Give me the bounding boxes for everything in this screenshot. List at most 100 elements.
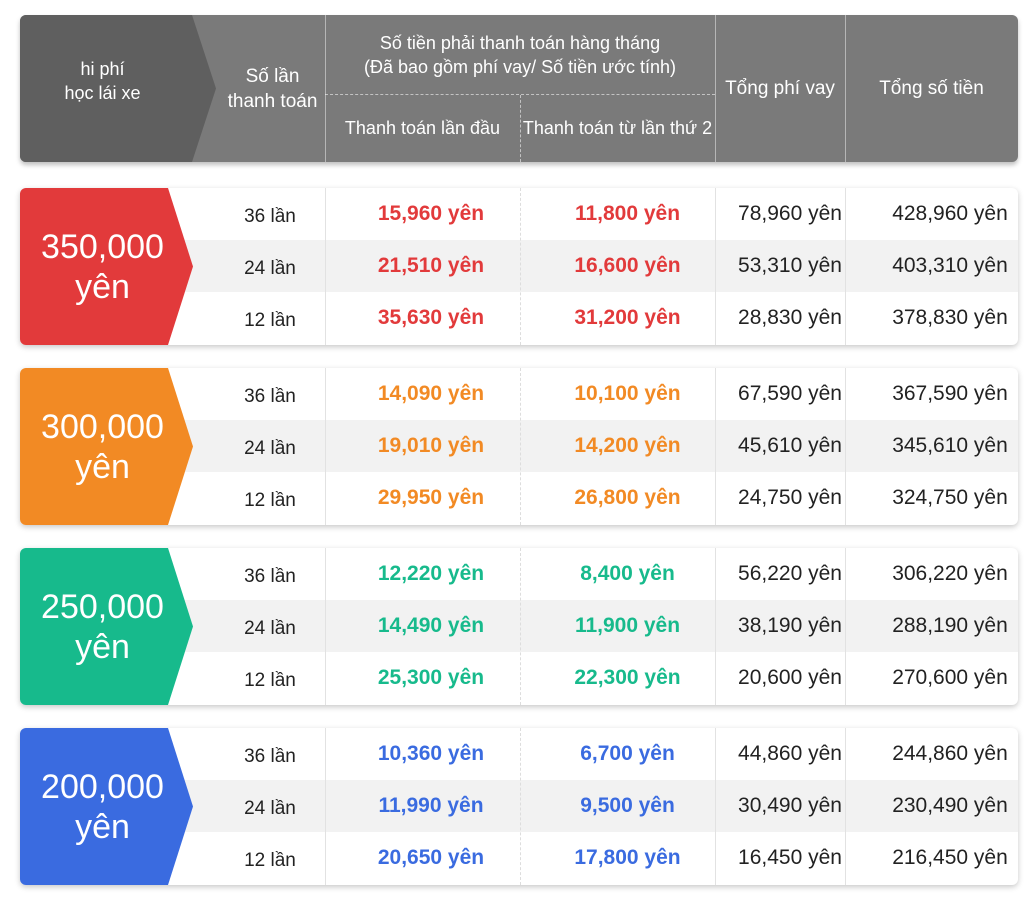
second-payment: 26,800 yên xyxy=(574,486,681,509)
first-payment: 29,950 yên xyxy=(377,486,485,509)
column-divider xyxy=(845,728,846,885)
second-payment: 6,700 yên xyxy=(580,742,675,765)
header-total-label: Tổng số tiền xyxy=(879,78,984,99)
column-divider xyxy=(845,548,846,705)
fee-label-block: 250,000 yên xyxy=(20,548,220,705)
header-times-label: Số lần thanh toán xyxy=(227,65,318,112)
column-divider xyxy=(715,728,716,885)
payment-times: 12 lần xyxy=(244,850,296,871)
fee-amount-label: 250,000 yên xyxy=(41,587,164,666)
second-payment: 11,900 yên xyxy=(574,614,681,637)
first-payment: 15,960 yên xyxy=(377,202,485,225)
column-divider xyxy=(845,188,846,345)
loan-fee: 56,220 yên xyxy=(738,562,842,585)
column-divider xyxy=(715,368,716,525)
header-divider xyxy=(325,15,326,162)
column-divider xyxy=(325,548,326,705)
fee-group: 36 lần 12,220 yên 8,400 yên 56,220 yên 306,2… xyxy=(20,548,1018,705)
arrow-shape xyxy=(20,188,193,345)
column-divider xyxy=(520,548,521,705)
header-dashed-divider xyxy=(325,94,715,95)
table-row: 12 lần 20,650 yên 17,800 yên 16,450 yên 216,… xyxy=(20,832,1018,884)
payment-times: 24 lần xyxy=(244,618,296,639)
column-divider xyxy=(715,188,716,345)
payment-times: 36 lần xyxy=(244,386,296,407)
column-divider xyxy=(715,548,716,705)
fee-amount-label: 350,000 yên xyxy=(41,227,164,306)
loan-fee: 53,310 yên xyxy=(738,254,842,277)
first-payment: 12,220 yên xyxy=(377,562,485,585)
loan-fee: 67,590 yên xyxy=(738,382,842,405)
header-loan-fee-label: Tổng phí vay xyxy=(725,78,835,99)
first-payment: 14,490 yên xyxy=(377,614,485,637)
column-divider xyxy=(520,368,521,525)
column-divider xyxy=(325,728,326,885)
first-payment: 19,010 yên xyxy=(377,434,485,457)
header-first-label: Thanh toán lần đầu xyxy=(344,118,501,138)
header-fee-label: hi phí học lái xe xyxy=(64,59,141,103)
payment-times: 12 lần xyxy=(244,310,296,331)
total-amount: 378,830 yên xyxy=(892,306,1008,329)
fee-label-block: 200,000 yên xyxy=(20,728,220,885)
fee-label-block: 350,000 yên xyxy=(20,188,220,345)
total-amount: 324,750 yên xyxy=(892,486,1008,509)
loan-fee: 20,600 yên xyxy=(738,666,842,689)
first-payment: 35,630 yên xyxy=(377,306,485,329)
second-payment: 14,200 yên xyxy=(574,434,681,457)
payment-times: 24 lần xyxy=(244,438,296,459)
second-payment: 22,300 yên xyxy=(574,666,681,689)
payment-times: 24 lần xyxy=(244,798,296,819)
second-payment: 8,400 yên xyxy=(580,562,675,585)
second-payment: 17,800 yên xyxy=(574,846,681,869)
fee-amount-label: 300,000 yên xyxy=(41,407,164,486)
total-amount: 216,450 yên xyxy=(892,846,1008,869)
first-payment: 14,090 yên xyxy=(377,382,485,405)
loan-fee: 44,860 yên xyxy=(738,742,842,765)
table-row: 36 lần 15,960 yên 11,800 yên 78,960 yên 428,… xyxy=(20,188,1018,240)
total-amount: 270,600 yên xyxy=(892,666,1008,689)
loan-fee: 78,960 yên xyxy=(738,202,842,225)
column-divider xyxy=(520,728,521,885)
table-row: 12 lần 35,630 yên 31,200 yên 28,830 yên 378,… xyxy=(20,292,1018,344)
total-amount: 428,960 yên xyxy=(892,202,1008,225)
payment-times: 12 lần xyxy=(244,670,296,691)
header-divider xyxy=(715,15,716,162)
arrow-shape xyxy=(20,728,193,885)
header-dashed-divider xyxy=(520,95,521,162)
column-divider xyxy=(520,188,521,345)
total-amount: 367,590 yên xyxy=(892,382,1008,405)
header-divider xyxy=(845,15,846,162)
fee-group: 36 lần 14,090 yên 10,100 yên 67,590 yên 367,… xyxy=(20,368,1018,525)
table-row: 12 lần 25,300 yên 22,300 yên 20,600 yên 270,… xyxy=(20,652,1018,704)
fee-label-block: 300,000 yên xyxy=(20,368,220,525)
payment-times: 36 lần xyxy=(244,566,296,587)
header-arrow-shape xyxy=(20,15,216,162)
first-payment: 10,360 yên xyxy=(377,742,485,765)
table-row: 12 lần 29,950 yên 26,800 yên 24,750 yên 324,… xyxy=(20,472,1018,524)
second-payment: 16,600 yên xyxy=(574,254,681,277)
second-payment: 9,500 yên xyxy=(580,794,675,817)
loan-fee: 38,190 yên xyxy=(738,614,842,637)
loan-fee: 24,750 yên xyxy=(738,486,842,509)
second-payment: 11,800 yên xyxy=(574,202,681,225)
first-payment: 21,510 yên xyxy=(377,254,485,277)
total-amount: 288,190 yên xyxy=(892,614,1008,637)
total-amount: 306,220 yên xyxy=(892,562,1008,585)
fee-group: 36 lần 10,360 yên 6,700 yên 44,860 yên 244,8… xyxy=(20,728,1018,885)
first-payment: 25,300 yên xyxy=(377,666,485,689)
payment-times: 24 lần xyxy=(244,258,296,279)
loan-fee: 28,830 yên xyxy=(738,306,842,329)
arrow-shape xyxy=(20,368,193,525)
table-row: 36 lần 12,220 yên 8,400 yên 56,220 yên 306,2… xyxy=(20,548,1018,600)
fee-group: 36 lần 15,960 yên 11,800 yên 78,960 yên 428,… xyxy=(20,188,1018,345)
table-header: hi phí học lái xe Số lần thanh toán Số t… xyxy=(20,15,1018,162)
column-divider xyxy=(325,368,326,525)
fee-amount-label: 200,000 yên xyxy=(41,767,164,846)
payment-times: 36 lần xyxy=(244,746,296,767)
loan-fee: 16,450 yên xyxy=(738,846,842,869)
first-payment: 20,650 yên xyxy=(377,846,485,869)
total-amount: 403,310 yên xyxy=(892,254,1008,277)
total-amount: 345,610 yên xyxy=(892,434,1008,457)
second-payment: 31,200 yên xyxy=(574,306,681,329)
arrow-shape xyxy=(20,548,193,705)
